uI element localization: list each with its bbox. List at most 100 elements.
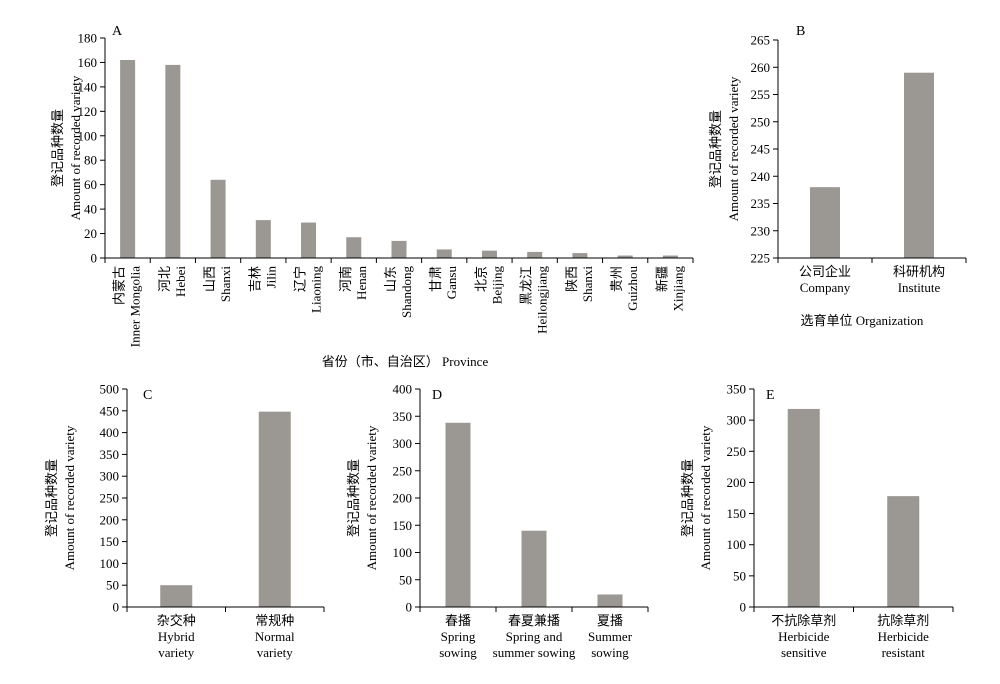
panel-c: C 0 50 100 150 200 250 300 350 400 450 500 登记品种数量 Amo… <box>44 382 325 660</box>
category-label: Guizhou <box>625 266 640 311</box>
axes <box>122 388 325 612</box>
y-tick-label: 300 <box>727 413 747 428</box>
category-label: Jilin <box>263 266 278 289</box>
y-tick-label: 400 <box>393 382 413 397</box>
y-axis-label: 登记品种数量 <box>346 459 361 537</box>
y-tick-label: 235 <box>751 196 771 211</box>
y-tick-label: 40 <box>84 202 97 217</box>
y-axis-label: 登记品种数量 <box>44 459 59 537</box>
y-tick-label: 0 <box>740 600 747 615</box>
category-label: Herbicide <box>778 629 829 644</box>
category-label: variety <box>257 645 294 660</box>
bar <box>165 64 181 258</box>
y-tick-label: 0 <box>406 600 413 615</box>
panel-e: E 0 50 100 150 200 250 300 350 登记品种数量 Amount of re… <box>680 382 954 660</box>
category-label: 山东 <box>383 266 398 292</box>
category-label: sowing <box>439 645 477 660</box>
category-label: Spring <box>441 629 476 644</box>
y-tick-label: 250 <box>393 463 413 478</box>
panel-a: A 0 20 40 60 80 100 120 140 160 180 登记品种数量 Amount of… <box>50 24 694 369</box>
y-axis-label: Amount of recorded variety <box>726 76 741 221</box>
category-label: 春播 <box>445 613 471 628</box>
y-tick-label: 300 <box>100 469 120 484</box>
y-tick-label: 100 <box>727 537 747 552</box>
y-tick-label: 400 <box>100 425 120 440</box>
category-label: 公司企业 <box>799 264 851 279</box>
category-label: 春夏兼播 <box>508 613 560 628</box>
category-label: Inner Mongolia <box>128 266 143 347</box>
panel-label: E <box>766 388 775 403</box>
category-label: 常规种 <box>255 613 294 628</box>
category-label: 黑龙江 <box>519 266 534 305</box>
category-label: Xinjiang <box>670 266 685 312</box>
y-axis-label: Amount of recorded variety <box>62 425 77 570</box>
y-tick-label: 350 <box>100 447 120 462</box>
category-label: Liaoning <box>309 266 324 313</box>
bar <box>597 594 623 607</box>
category-label: resistant <box>882 645 926 660</box>
category-label: 内蒙古 <box>112 266 127 305</box>
category-label: 北京 <box>473 266 488 292</box>
bar <box>160 585 193 607</box>
y-tick-label: 265 <box>751 33 771 48</box>
panel-b: B 225 230 235 240 245 250 255 260 265 登记品种数量 Amount… <box>708 24 967 328</box>
category-label: Hybrid <box>158 629 195 644</box>
bar <box>887 496 920 607</box>
y-tick-label: 80 <box>84 153 97 168</box>
category-label: Spring and <box>506 629 563 644</box>
axes <box>773 39 967 263</box>
category-label: Normal <box>255 629 295 644</box>
category-label: Henan <box>354 266 369 300</box>
y-tick-label: 250 <box>751 114 771 129</box>
category-label: variety <box>158 645 195 660</box>
y-tick-label: 150 <box>727 506 747 521</box>
y-tick-label: 150 <box>393 518 413 533</box>
y-tick-label: 180 <box>78 31 98 46</box>
category-label: Summer <box>588 629 633 644</box>
panel-d: D 0 50 100 150 200 250 300 350 400 登记品种数量 Amount of… <box>346 382 649 660</box>
bar <box>527 251 543 258</box>
category-label: Shanxi <box>580 266 595 303</box>
y-tick-label: 200 <box>393 491 413 506</box>
y-tick-label: 50 <box>106 578 119 593</box>
category-label: sensitive <box>781 645 827 660</box>
y-tick-label: 50 <box>733 568 746 583</box>
y-tick-label: 225 <box>751 251 771 266</box>
category-label: 吉林 <box>247 266 262 292</box>
axes <box>415 388 649 612</box>
y-tick-label: 0 <box>113 600 120 615</box>
y-tick-label: 255 <box>751 87 771 102</box>
bar <box>258 411 291 607</box>
panel-label: C <box>143 388 152 403</box>
bar <box>481 250 497 258</box>
bar <box>436 249 452 258</box>
category-label: 不抗除草剂 <box>771 613 836 628</box>
bar <box>662 255 678 258</box>
y-tick-label: 160 <box>78 55 98 70</box>
bar <box>810 187 840 258</box>
x-axis-title: 省份（市、自治区） Province <box>322 354 489 369</box>
category-label: Herbicide <box>878 629 929 644</box>
category-label: 新疆 <box>654 266 669 292</box>
category-label: 山西 <box>202 266 217 292</box>
y-tick-label: 250 <box>727 444 747 459</box>
bar <box>445 422 471 607</box>
y-axis-label: Amount of recorded variety <box>68 75 83 220</box>
category-label: Gansu <box>444 266 459 300</box>
y-tick-label: 350 <box>393 409 413 424</box>
y-tick-label: 350 <box>727 382 747 397</box>
y-tick-label: 20 <box>84 226 97 241</box>
bar <box>521 530 547 607</box>
bar <box>617 255 633 258</box>
y-tick-label: 240 <box>751 169 771 184</box>
bar <box>255 220 271 258</box>
y-tick-label: 250 <box>100 491 120 506</box>
category-label: Company <box>800 280 851 295</box>
y-tick-label: 100 <box>78 128 98 143</box>
panel-label: B <box>796 24 805 39</box>
bar <box>301 222 317 258</box>
category-label: 抗除草剂 <box>877 613 929 628</box>
bar <box>120 60 136 258</box>
y-axis-label: 登记品种数量 <box>708 110 723 188</box>
bar <box>787 408 820 607</box>
